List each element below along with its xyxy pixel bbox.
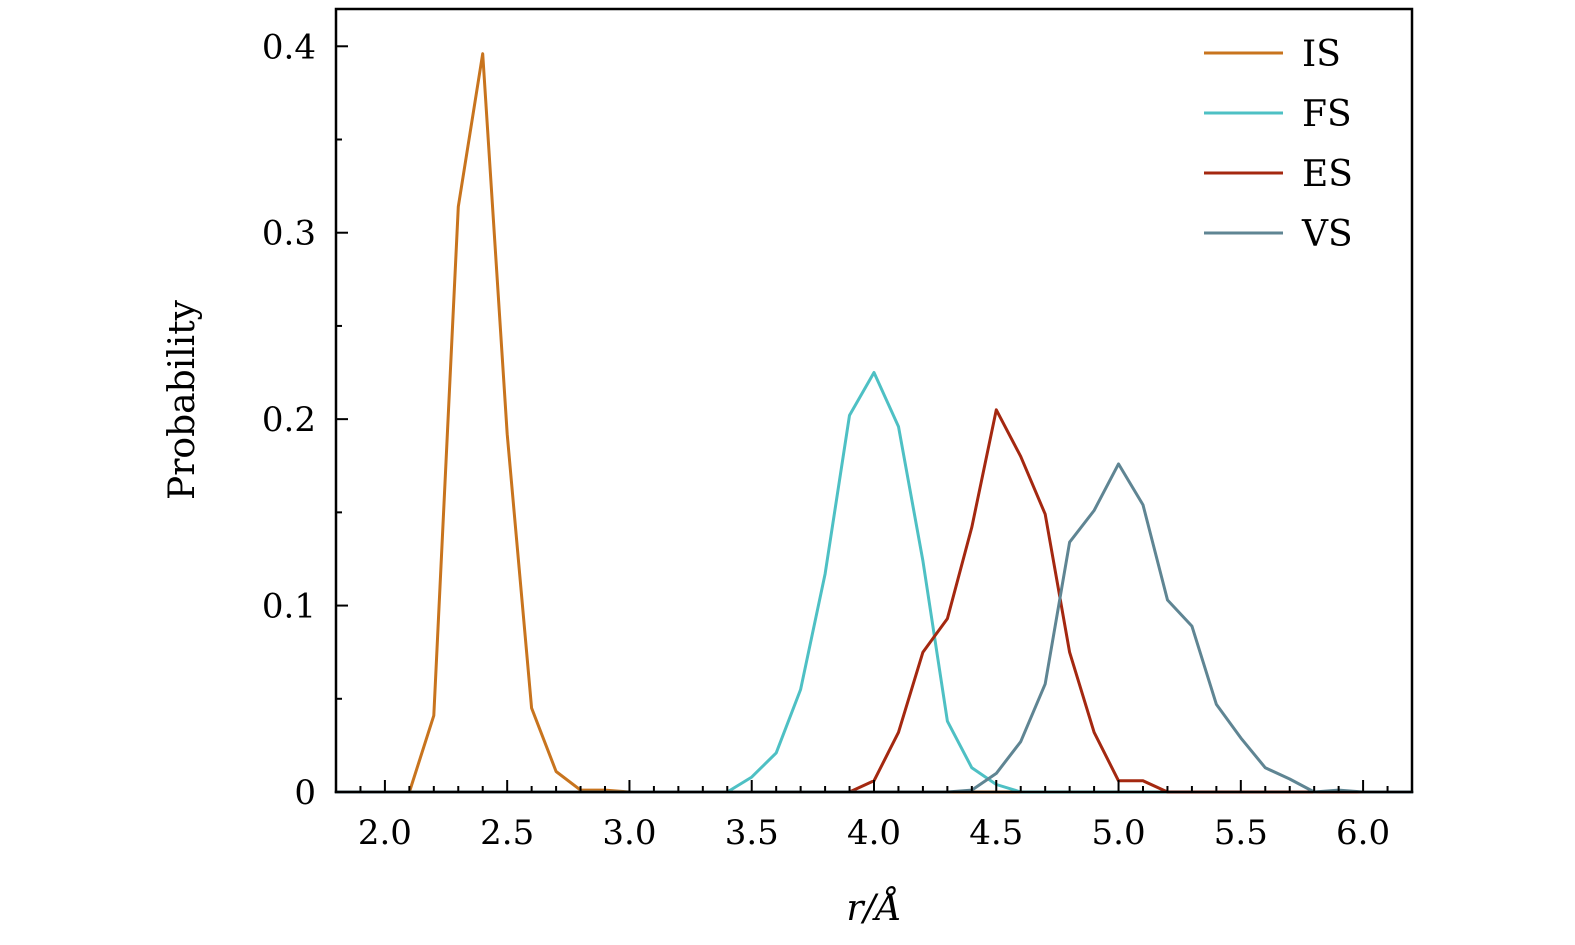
legend-item-fs: FS	[1204, 94, 1352, 135]
x-tick-label: 4.0	[847, 813, 901, 853]
y-tick-label: 0.1	[262, 587, 316, 627]
legend-label: VS	[1301, 214, 1353, 255]
y-axis-title: Probability	[162, 299, 203, 500]
x-tick-label: 3.5	[725, 813, 779, 853]
y-tick-label: 0.3	[262, 214, 316, 254]
series-line-vs	[334, 462, 1414, 794]
legend-label: ES	[1302, 154, 1353, 195]
y-tick-label: 0.4	[262, 27, 316, 67]
legend-item-is: IS	[1204, 34, 1341, 75]
legend-item-es: ES	[1204, 154, 1353, 195]
legend-label: IS	[1302, 34, 1341, 75]
x-tick-label: 6.0	[1336, 813, 1390, 853]
legend-item-vs: VS	[1204, 214, 1353, 255]
legend-label: FS	[1302, 94, 1352, 135]
x-tick-label: 5.0	[1092, 813, 1146, 853]
legend: IS FS ES VS	[1204, 34, 1353, 255]
x-tick-label: 2.5	[480, 813, 534, 853]
x-tick-label: 3.0	[602, 813, 656, 853]
x-tick-label: 2.0	[358, 813, 412, 853]
x-tick-labels: 2.0 2.5 3.0 3.5 4.0 4.5 5.0 5.5 6.0	[358, 813, 1390, 853]
y-tick-label: 0.2	[262, 400, 316, 440]
x-axis-title: r/Å	[846, 887, 901, 929]
y-tick-label: 0	[294, 773, 316, 813]
x-tick-label: 5.5	[1214, 813, 1268, 853]
axis-ticks	[335, 45, 1413, 793]
plot-content	[334, 52, 1414, 794]
x-tick-label: 4.5	[969, 813, 1023, 853]
plot-frame	[334, 7, 1414, 794]
series-line-fs	[334, 371, 1414, 794]
y-tick-labels: 0 0.1 0.2 0.3 0.4	[262, 27, 316, 813]
series-line-is	[334, 52, 1414, 794]
series-line-es	[334, 408, 1414, 794]
